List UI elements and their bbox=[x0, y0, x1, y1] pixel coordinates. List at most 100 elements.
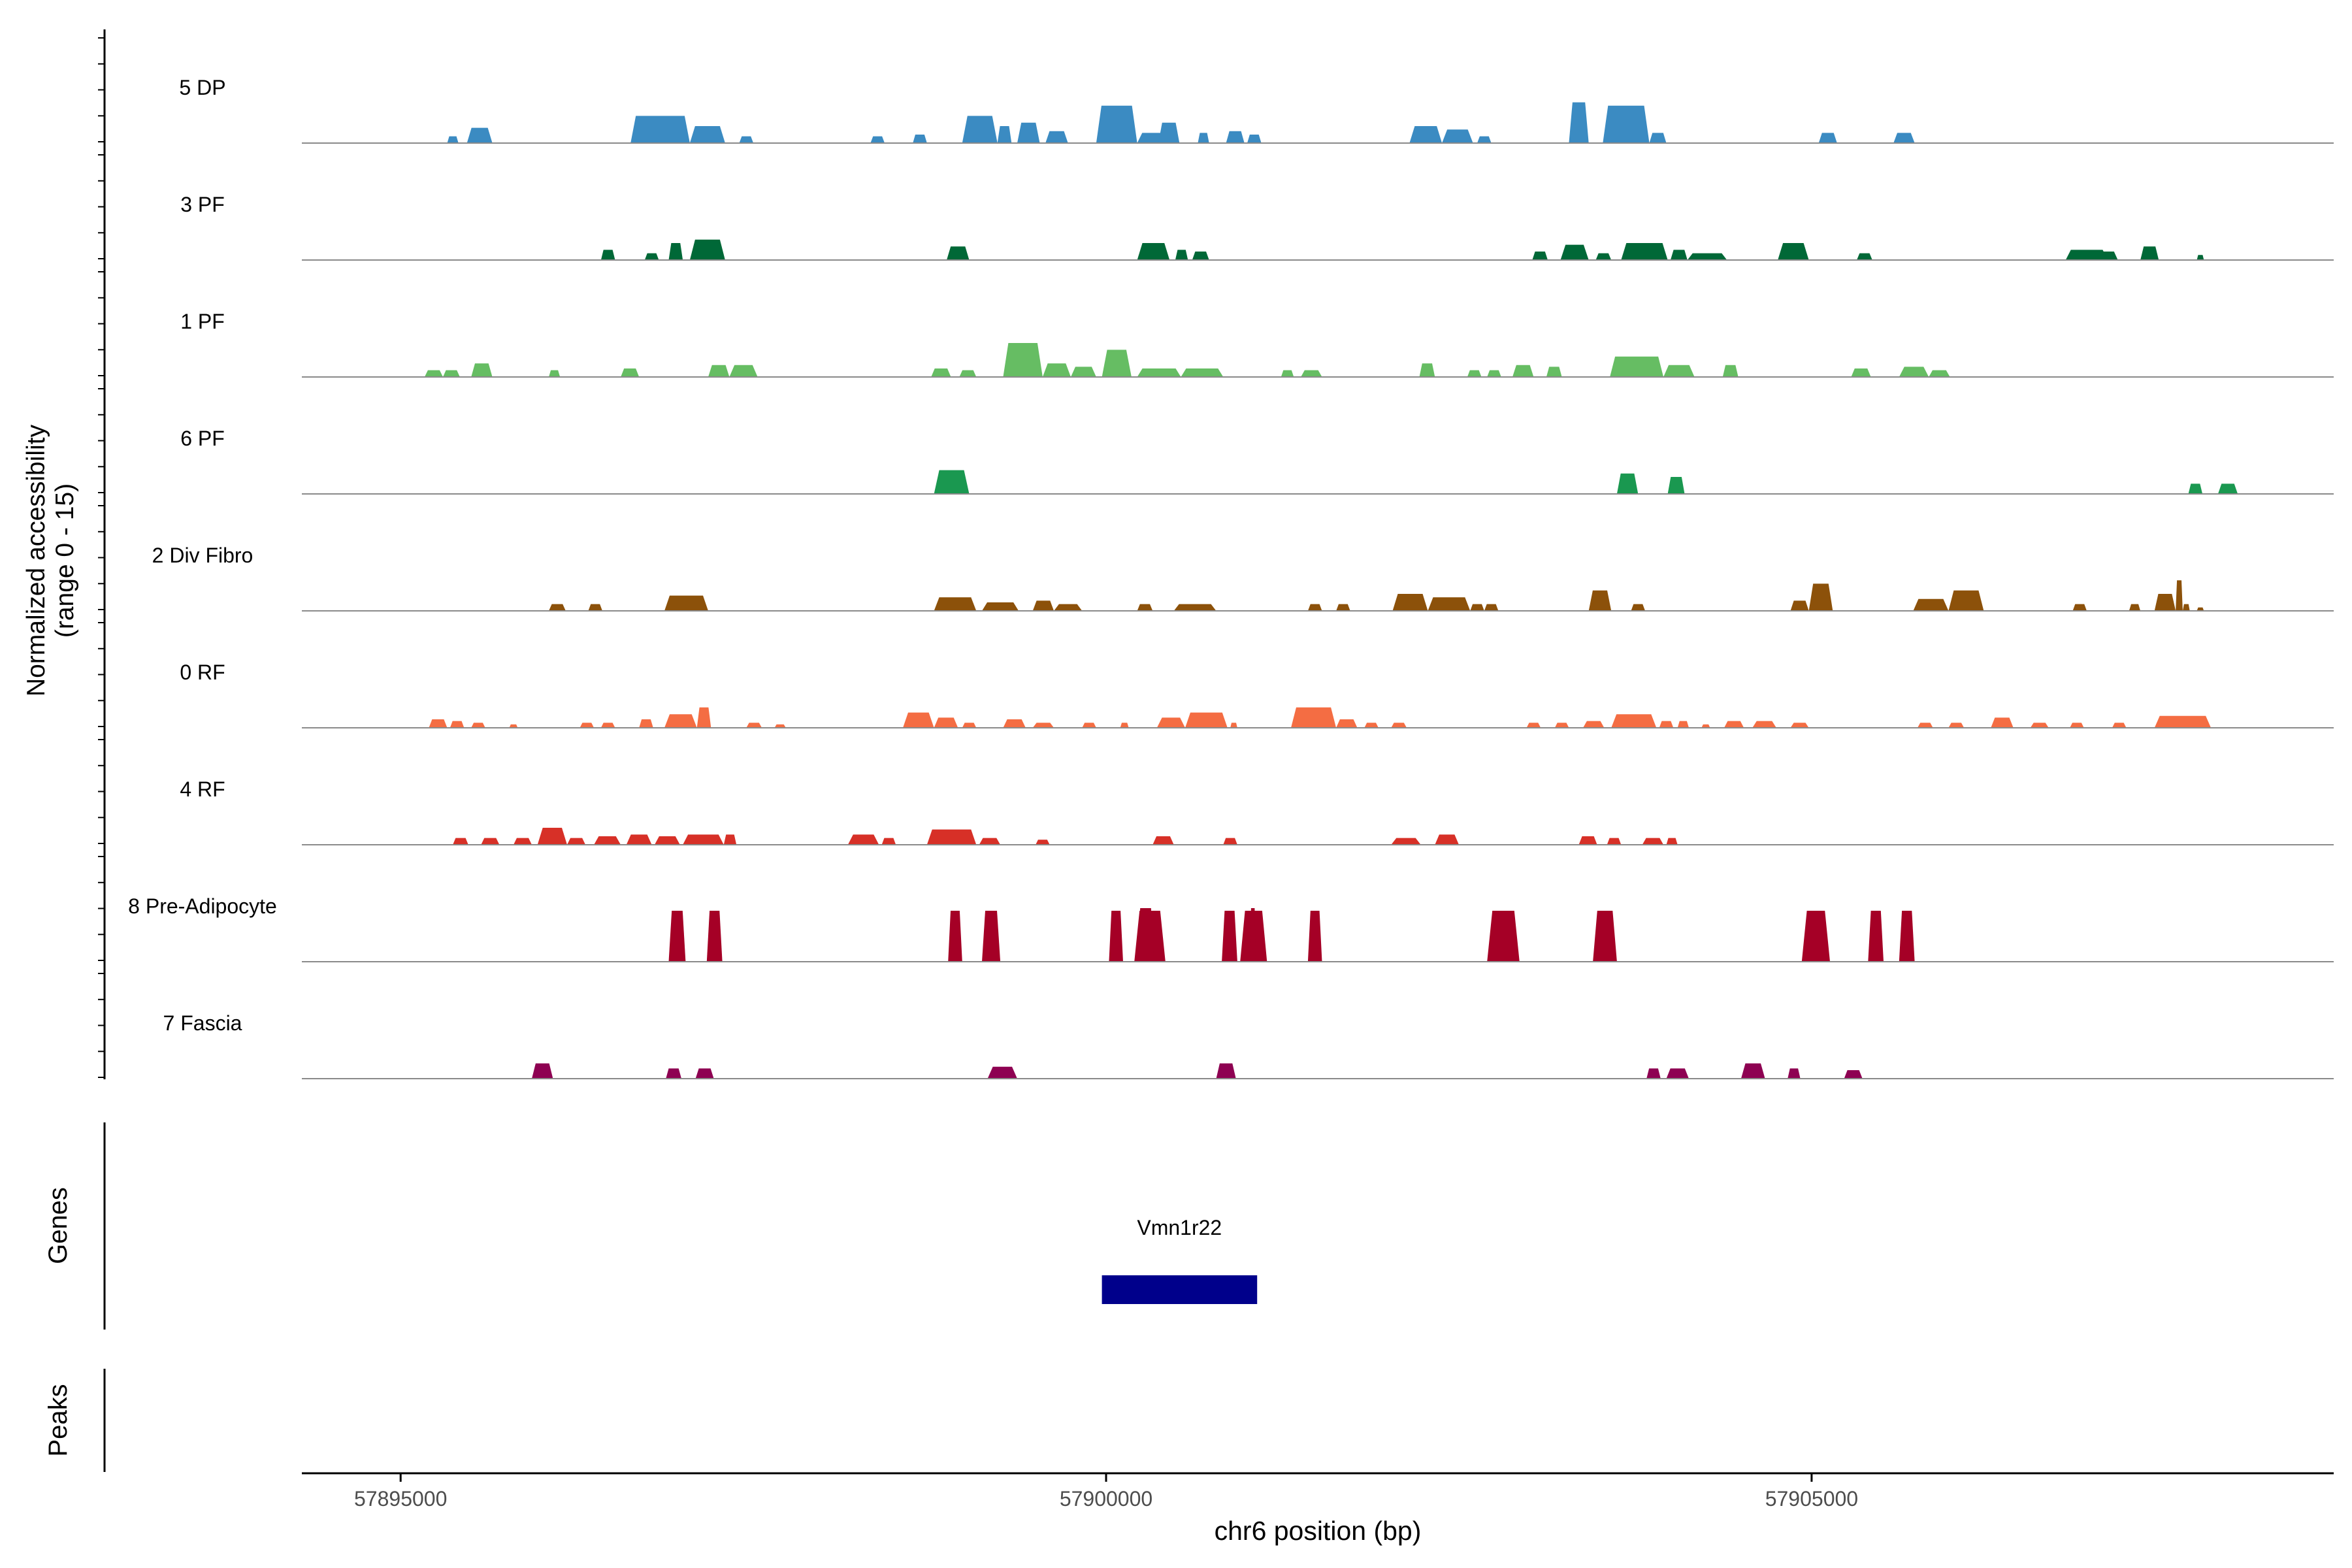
peak-2-div-fibro-20 bbox=[1948, 590, 1984, 611]
x-axis-label: chr6 position (bp) bbox=[1215, 1516, 1422, 1546]
peak-8-pre-adipocyte-6 bbox=[1137, 908, 1154, 962]
peak-3-pf-14 bbox=[1778, 243, 1809, 260]
peak-5-dp-23 bbox=[1818, 133, 1837, 143]
peak-3-pf-0 bbox=[600, 250, 615, 260]
peak-0-rf-13 bbox=[962, 723, 977, 728]
peak-8-pre-adipocyte-0 bbox=[668, 911, 686, 962]
peak-5-dp-20 bbox=[1569, 102, 1589, 143]
peak-1-pf-17 bbox=[1419, 363, 1435, 377]
peak-1-pf-20 bbox=[1512, 365, 1534, 377]
peak-2-div-fibro-7 bbox=[1137, 604, 1153, 611]
peak-5-dp-13 bbox=[1158, 122, 1180, 143]
peak-7-fascia-2 bbox=[695, 1068, 714, 1079]
peak-0-rf-1 bbox=[449, 721, 465, 728]
peak-8-pre-adipocyte-13 bbox=[1801, 911, 1830, 962]
track-label-3-pf: 3 PF bbox=[180, 193, 225, 216]
peak-8-pre-adipocyte-11 bbox=[1487, 911, 1520, 962]
peak-2-div-fibro-23 bbox=[2154, 594, 2176, 611]
peak-0-rf-22 bbox=[1336, 719, 1358, 728]
peak-6-pf-3 bbox=[2188, 483, 2203, 494]
peak-0-rf-28 bbox=[1611, 714, 1657, 728]
peak-1-pf-10 bbox=[1042, 363, 1071, 377]
peak-1-pf-2 bbox=[471, 363, 493, 377]
peak-5-dp-6 bbox=[913, 135, 927, 143]
peak-0-rf-8 bbox=[696, 707, 711, 728]
peak-0-rf-14 bbox=[1003, 719, 1026, 728]
peak-1-pf-3 bbox=[549, 370, 561, 377]
peak-2-div-fibro-11 bbox=[1392, 594, 1428, 611]
peak-3-pf-11 bbox=[1621, 243, 1668, 260]
peak-1-pf-6 bbox=[729, 365, 758, 377]
peak-4-rf-8 bbox=[683, 834, 724, 845]
peak-0-rf-37 bbox=[1991, 717, 2014, 728]
peak-1-pf-4 bbox=[621, 368, 640, 377]
peak-1-pf-26 bbox=[1899, 367, 1929, 377]
y-axis-label-line2: (range 0 - 15) bbox=[51, 483, 79, 638]
peak-8-pre-adipocyte-3 bbox=[982, 911, 1001, 962]
track-label-8-pre-adipocyte: 8 Pre-Adipocyte bbox=[128, 894, 277, 918]
peak-4-rf-21 bbox=[1642, 838, 1664, 845]
peak-1-pf-19 bbox=[1487, 370, 1501, 377]
peak-4-rf-9 bbox=[723, 834, 737, 845]
peak-5-dp-12 bbox=[1137, 133, 1166, 143]
peak-8-pre-adipocyte-10 bbox=[1307, 911, 1322, 962]
peak-1-pf-21 bbox=[1546, 367, 1562, 377]
peak-0-rf-21 bbox=[1291, 707, 1337, 728]
peak-1-pf-8 bbox=[959, 370, 977, 377]
peak-1-pf-1 bbox=[443, 370, 460, 377]
peak-0-rf-7 bbox=[664, 714, 697, 728]
peak-0-rf-33 bbox=[1752, 721, 1776, 728]
peak-4-rf-13 bbox=[979, 838, 1001, 845]
peak-4-rf-20 bbox=[1607, 838, 1622, 845]
peak-7-fascia-0 bbox=[532, 1063, 553, 1079]
peak-4-rf-16 bbox=[1223, 838, 1237, 845]
peak-0-rf-19 bbox=[1185, 712, 1228, 728]
peak-6-pf-0 bbox=[934, 470, 970, 494]
peak-3-pf-5 bbox=[1137, 243, 1170, 260]
peak-3-pf-3 bbox=[689, 239, 725, 260]
track-label-5-dp: 5 DP bbox=[179, 76, 225, 99]
peak-0-rf-18 bbox=[1156, 717, 1185, 728]
peak-2-div-fibro-8 bbox=[1173, 604, 1217, 611]
peak-3-pf-12 bbox=[1670, 250, 1688, 260]
peak-3-pf-15 bbox=[1857, 253, 1872, 260]
peak-3-pf-2 bbox=[668, 243, 683, 260]
peak-0-rf-9 bbox=[746, 723, 762, 728]
peak-5-dp-8 bbox=[997, 126, 1012, 143]
peak-1-pf-9 bbox=[1003, 343, 1043, 377]
peak-5-dp-15 bbox=[1226, 131, 1245, 143]
peak-2-div-fibro-4 bbox=[982, 602, 1019, 611]
peak-7-fascia-8 bbox=[1788, 1068, 1801, 1079]
peak-1-pf-11 bbox=[1071, 367, 1096, 377]
peak-7-fascia-1 bbox=[666, 1068, 681, 1079]
peak-5-dp-9 bbox=[1017, 122, 1040, 143]
gene-label-vmn1r22: Vmn1r22 bbox=[1137, 1216, 1222, 1239]
peak-5-dp-16 bbox=[1247, 135, 1262, 143]
peak-3-pf-19 bbox=[2197, 255, 2204, 260]
peak-5-dp-19 bbox=[1477, 136, 1492, 143]
peak-2-div-fibro-24 bbox=[2176, 580, 2183, 611]
peak-1-pf-13 bbox=[1137, 368, 1181, 377]
peak-4-rf-5 bbox=[594, 836, 621, 845]
peak-5-dp-14 bbox=[1198, 133, 1209, 143]
peak-2-div-fibro-22 bbox=[2129, 604, 2141, 611]
peak-0-rf-40 bbox=[2112, 723, 2127, 728]
peak-4-rf-15 bbox=[1152, 836, 1174, 845]
track-label-0-rf: 0 RF bbox=[180, 661, 225, 684]
peak-2-div-fibro-21 bbox=[2072, 604, 2087, 611]
peak-3-pf-7 bbox=[1192, 252, 1209, 260]
track-8-pre-adipocyte: 8 Pre-Adipocyte bbox=[128, 894, 2334, 962]
peak-5-dp-3 bbox=[689, 126, 725, 143]
peak-2-div-fibro-17 bbox=[1790, 600, 1809, 611]
peak-5-dp-0 bbox=[447, 136, 459, 143]
peak-0-rf-29 bbox=[1659, 721, 1674, 728]
track-3-pf: 3 PF bbox=[180, 193, 2334, 261]
peak-4-rf-18 bbox=[1435, 834, 1459, 845]
peak-3-pf-16 bbox=[2065, 250, 2108, 260]
peak-4-rf-7 bbox=[654, 836, 680, 845]
track-7-fascia: 7 Fascia bbox=[163, 1011, 2334, 1079]
peak-1-pf-23 bbox=[1663, 365, 1695, 377]
track-label-2-div-fibro: 2 Div Fibro bbox=[152, 544, 253, 567]
peak-1-pf-16 bbox=[1301, 370, 1322, 377]
peak-2-div-fibro-18 bbox=[1808, 583, 1833, 611]
